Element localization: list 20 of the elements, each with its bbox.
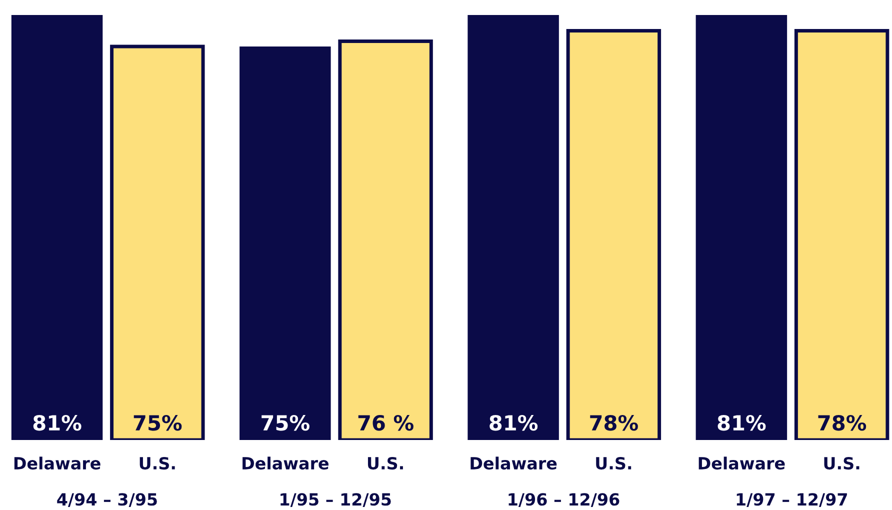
x-tick-label: 1/96 – 12/96 bbox=[508, 493, 620, 507]
x-tick-label: 1/95 – 12/95 bbox=[280, 493, 391, 507]
text: U.S. bbox=[824, 456, 860, 470]
data-label: 75% bbox=[134, 414, 182, 431]
text: U.S. bbox=[368, 456, 403, 470]
text: Delaware bbox=[470, 456, 557, 470]
data-label: 81% bbox=[718, 414, 766, 431]
data-label: 75% bbox=[262, 414, 310, 431]
data-label: 78% bbox=[818, 414, 866, 431]
x-tick-label: 4/94 – 3/95 bbox=[57, 493, 157, 507]
text: U.S. bbox=[596, 456, 632, 470]
x-tick-label: 1/97 – 12/97 bbox=[736, 493, 847, 507]
text: Delaware bbox=[242, 456, 328, 470]
data-label: 76 % bbox=[358, 414, 414, 431]
data-label: 81% bbox=[490, 414, 538, 431]
data-label: 81% bbox=[33, 414, 82, 431]
series-label: U.S. bbox=[140, 456, 175, 470]
series-label: Delaware bbox=[14, 456, 100, 470]
text: Delaware bbox=[698, 456, 785, 470]
data-label: 78% bbox=[590, 414, 638, 431]
